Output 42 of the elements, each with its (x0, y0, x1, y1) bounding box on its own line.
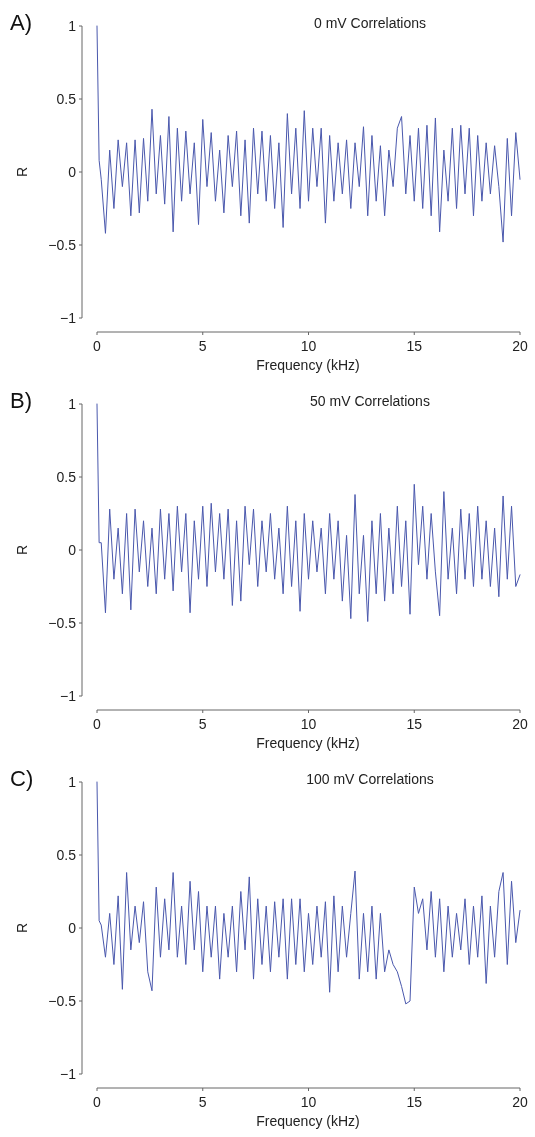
x-tick-label: 20 (512, 338, 528, 354)
y-tick-label: −0.5 (48, 992, 77, 1009)
x-tick-label: 20 (512, 716, 528, 732)
x-tick-label: 10 (300, 716, 317, 732)
y-tick-label: −0.5 (48, 614, 77, 631)
x-tick-label: 10 (300, 1094, 317, 1110)
x-tick-label: 5 (198, 1094, 207, 1110)
y-axis-title: R (14, 922, 30, 934)
x-tick-label: 0 (93, 1094, 102, 1110)
x-tick-label: 10 (300, 338, 317, 354)
text: A) (10, 10, 32, 35)
x-tick-label: 20 (512, 1094, 528, 1110)
y-axis-title: R (14, 166, 30, 178)
y-tick-label: 0.5 (56, 90, 77, 107)
x-tick-label: 5 (198, 338, 207, 354)
text: B) (10, 388, 32, 413)
x-tick-label: 15 (406, 1094, 423, 1110)
x-axis-title: Frequency (kHz) (256, 357, 360, 373)
y-tick-label: −1 (60, 687, 77, 704)
x-axis-title: Frequency (kHz) (256, 1113, 360, 1129)
y-tick-label: 0 (68, 919, 77, 936)
x-tick-label: 15 (406, 716, 423, 732)
x-tick-label: 5 (198, 716, 207, 732)
y-tick-label: 0 (68, 541, 77, 558)
y-tick-label: 0 (68, 163, 77, 180)
y-tick-label: −0.5 (48, 236, 77, 253)
text: C) (10, 766, 34, 791)
y-tick-label: 1 (68, 773, 77, 790)
chart-title: 0 mV Correlations (313, 15, 427, 31)
y-tick-label: 0.5 (56, 846, 77, 863)
y-tick-label: −1 (60, 1065, 77, 1082)
chart-title: 50 mV Correlations (310, 393, 430, 409)
x-tick-label: 0 (93, 716, 102, 732)
chart-title: 100 mV Correlations (306, 771, 434, 787)
x-tick-label: 15 (406, 338, 423, 354)
y-axis-title: R (14, 544, 30, 556)
x-axis-title: Frequency (kHz) (256, 735, 360, 751)
y-tick-label: 1 (68, 395, 77, 412)
x-tick-label: 0 (93, 338, 102, 354)
y-tick-label: 1 (68, 17, 77, 34)
y-tick-label: 0.5 (56, 468, 77, 485)
y-tick-label: −1 (60, 309, 77, 326)
